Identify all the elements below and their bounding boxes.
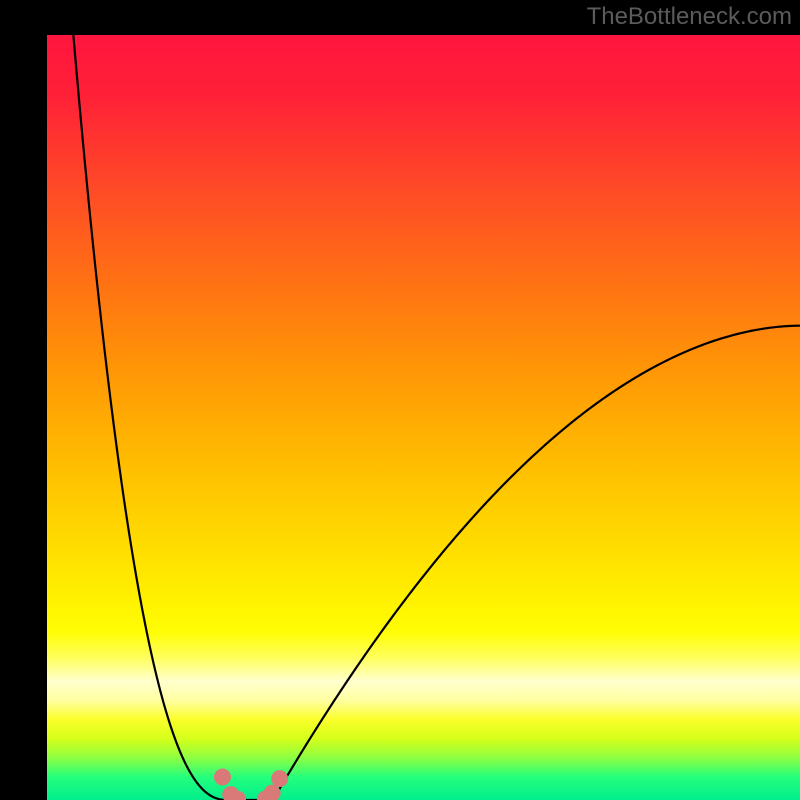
- plot-svg: [47, 35, 800, 800]
- valley-marker: [214, 769, 231, 786]
- plot-area: [47, 35, 800, 800]
- watermark-text: TheBottleneck.com: [587, 3, 792, 31]
- valley-marker: [271, 770, 288, 787]
